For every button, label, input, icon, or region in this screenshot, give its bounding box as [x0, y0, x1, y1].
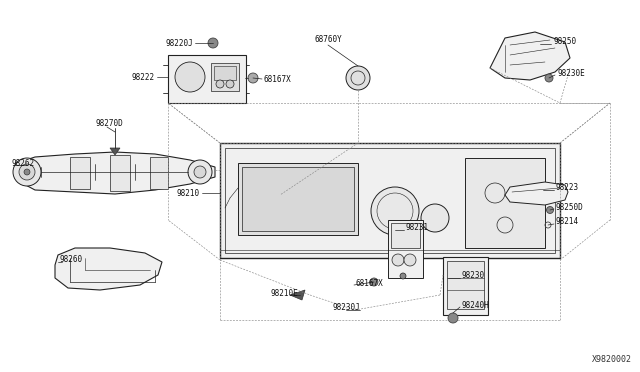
Bar	[70, 157, 90, 189]
Circle shape	[392, 254, 404, 266]
Bar	[465, 158, 545, 248]
Circle shape	[208, 38, 218, 48]
Circle shape	[216, 80, 224, 88]
Circle shape	[547, 206, 554, 214]
Bar	[214, 66, 236, 80]
Circle shape	[226, 80, 234, 88]
Text: X9820002: X9820002	[592, 355, 632, 364]
Bar	[225, 148, 555, 253]
Bar	[443, 257, 488, 315]
Polygon shape	[490, 32, 570, 80]
Text: 98250D: 98250D	[556, 202, 584, 212]
Text: 98223: 98223	[556, 183, 579, 192]
Text: 98230: 98230	[462, 270, 485, 279]
Circle shape	[404, 254, 416, 266]
Bar	[150, 157, 168, 189]
Circle shape	[24, 169, 30, 175]
Bar	[168, 55, 246, 103]
Text: 98210: 98210	[177, 189, 200, 198]
Bar	[242, 167, 354, 231]
Text: 98240H: 98240H	[462, 301, 490, 310]
Text: 98230J: 98230J	[332, 304, 360, 312]
Bar	[211, 63, 239, 91]
Circle shape	[400, 273, 406, 279]
Text: 98270D: 98270D	[95, 119, 123, 128]
Text: 68167X: 68167X	[264, 74, 292, 83]
Bar	[388, 220, 423, 278]
Text: 98220J: 98220J	[165, 38, 193, 48]
Circle shape	[545, 74, 553, 82]
Bar	[238, 163, 358, 235]
Circle shape	[448, 313, 458, 323]
Polygon shape	[55, 248, 162, 290]
Circle shape	[194, 166, 206, 178]
Bar	[220, 143, 560, 258]
Circle shape	[188, 160, 212, 184]
Polygon shape	[15, 152, 215, 194]
Text: 98250: 98250	[553, 38, 576, 46]
Circle shape	[346, 66, 370, 90]
Text: 98260: 98260	[60, 256, 83, 264]
Text: 98210E: 98210E	[270, 289, 298, 298]
Text: 98214: 98214	[556, 218, 579, 227]
Circle shape	[371, 187, 419, 235]
Polygon shape	[505, 182, 568, 205]
Circle shape	[13, 158, 41, 186]
Polygon shape	[290, 290, 305, 300]
Text: 98222: 98222	[132, 73, 155, 81]
Text: 98230E: 98230E	[557, 68, 585, 77]
Circle shape	[370, 278, 378, 286]
Bar	[447, 261, 484, 309]
Bar	[110, 155, 130, 191]
Text: 98262: 98262	[12, 158, 35, 167]
Text: 68760Y: 68760Y	[314, 35, 342, 45]
Text: 68167X: 68167X	[356, 279, 384, 288]
Circle shape	[19, 164, 35, 180]
Bar	[391, 223, 420, 248]
Circle shape	[421, 204, 449, 232]
Circle shape	[175, 62, 205, 92]
Polygon shape	[110, 148, 120, 155]
Text: 98231: 98231	[406, 224, 429, 232]
Circle shape	[248, 73, 258, 83]
